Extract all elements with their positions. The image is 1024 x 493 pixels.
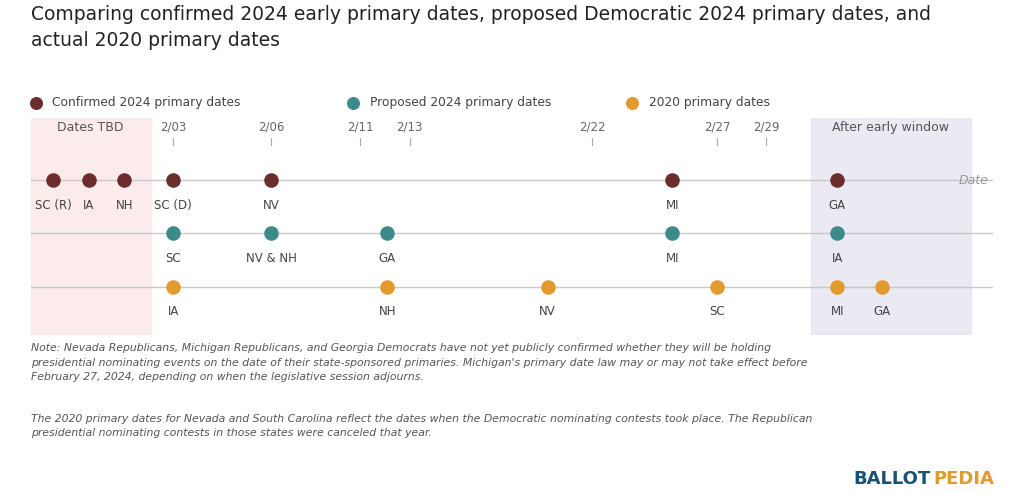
Point (540, 282, 556, 290)
Text: NH: NH (379, 305, 396, 318)
Text: IA: IA (168, 305, 179, 318)
Point (263, 176, 280, 184)
Text: SC (D): SC (D) (155, 199, 193, 212)
Text: Comparing confirmed 2024 early primary dates, proposed Democratic 2024 primary d: Comparing confirmed 2024 early primary d… (31, 5, 931, 50)
Point (116, 176, 132, 184)
Text: After early window: After early window (833, 121, 949, 134)
Text: 2/03: 2/03 (160, 121, 186, 134)
Text: Dates TBD: Dates TBD (57, 121, 124, 134)
Text: NV: NV (263, 199, 280, 212)
Text: IA: IA (83, 199, 94, 212)
Text: Note: Nevada Republicans, Michigan Republicans, and Georgia Democrats have not y: Note: Nevada Republicans, Michigan Repub… (31, 343, 807, 382)
Text: 2/13: 2/13 (396, 121, 423, 134)
Bar (811, 118, 971, 335)
Point (665, 229, 681, 237)
Point (829, 176, 846, 184)
Point (379, 229, 395, 237)
Text: IA: IA (831, 252, 843, 265)
Text: BALLOT: BALLOT (854, 470, 931, 489)
Point (829, 229, 846, 237)
Text: Date: Date (958, 174, 989, 187)
Text: SC: SC (166, 252, 181, 265)
Text: SC (R): SC (R) (35, 199, 72, 212)
Text: 2/27: 2/27 (703, 121, 730, 134)
Text: Confirmed 2024 primary dates: Confirmed 2024 primary dates (52, 96, 241, 109)
Text: NV: NV (540, 305, 556, 318)
Point (81, 176, 97, 184)
Point (709, 282, 725, 290)
Text: MI: MI (666, 252, 679, 265)
Text: Proposed 2024 primary dates: Proposed 2024 primary dates (370, 96, 551, 109)
Text: 2/11: 2/11 (347, 121, 374, 134)
Point (829, 282, 846, 290)
Point (665, 176, 681, 184)
Text: MI: MI (830, 305, 844, 318)
Text: SC: SC (710, 305, 725, 318)
Point (165, 176, 181, 184)
Text: 2020 primary dates: 2020 primary dates (648, 96, 770, 109)
Text: GA: GA (379, 252, 396, 265)
Point (379, 282, 395, 290)
Text: The 2020 primary dates for Nevada and South Carolina reflect the dates when the : The 2020 primary dates for Nevada and So… (31, 414, 812, 438)
Text: NH: NH (116, 199, 133, 212)
Text: PEDIA: PEDIA (934, 470, 994, 489)
Point (165, 282, 181, 290)
Point (263, 229, 280, 237)
Text: NV & NH: NV & NH (246, 252, 297, 265)
Point (165, 229, 181, 237)
Text: MI: MI (666, 199, 679, 212)
Point (45, 176, 61, 184)
Text: 2/29: 2/29 (753, 121, 779, 134)
Point (873, 282, 890, 290)
Bar (31, 118, 152, 335)
Text: 2/22: 2/22 (579, 121, 605, 134)
Text: 2/06: 2/06 (258, 121, 285, 134)
Text: GA: GA (873, 305, 891, 318)
Text: GA: GA (828, 199, 846, 212)
